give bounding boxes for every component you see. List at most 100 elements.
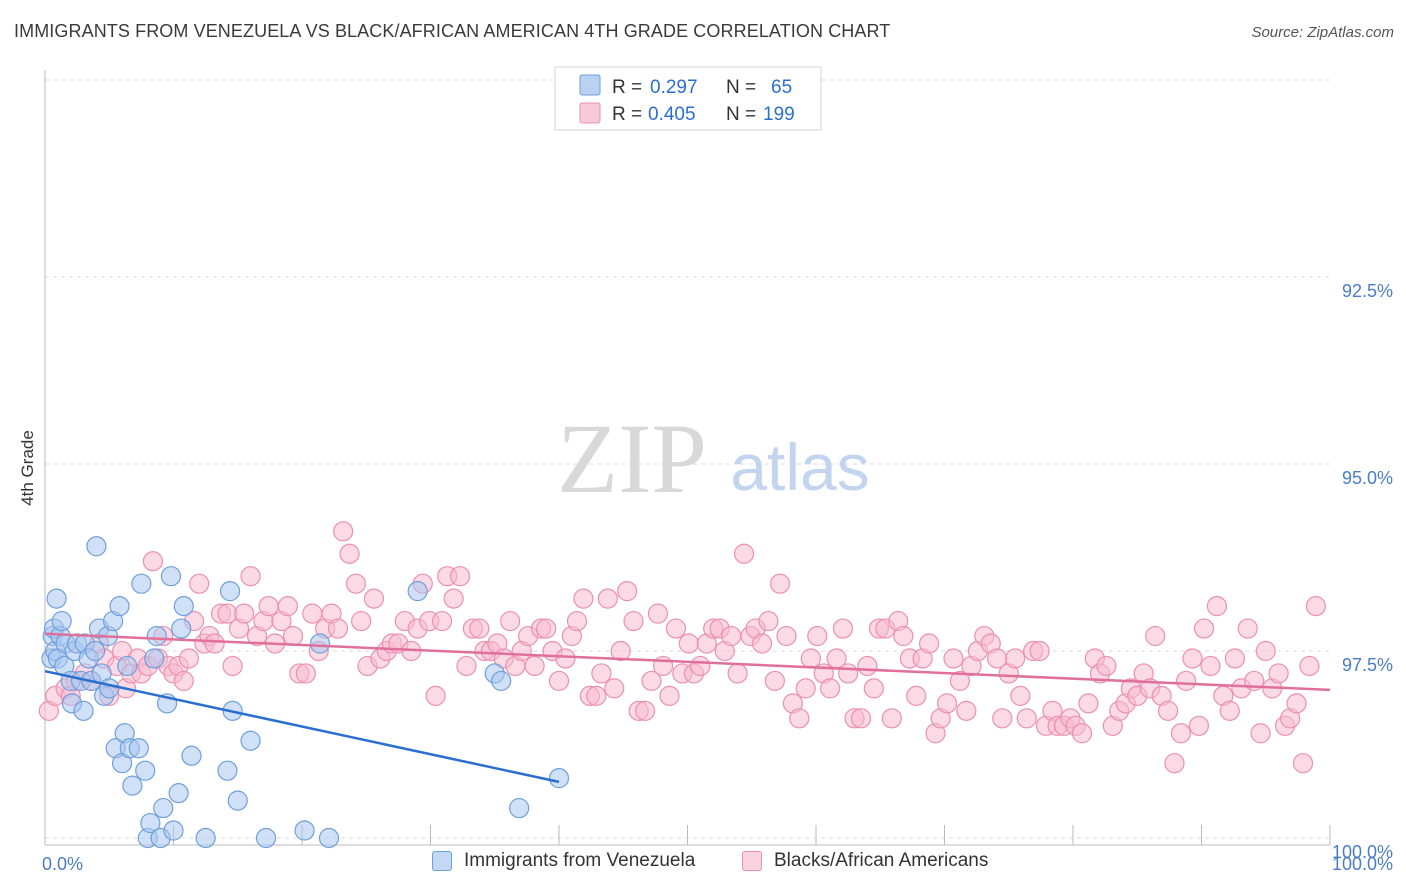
data-point-blue <box>219 581 241 602</box>
data-point-pink <box>363 588 385 609</box>
legend-swatch-venezuela <box>432 851 452 871</box>
data-point-blue <box>318 827 340 849</box>
data-point-pink <box>665 618 687 639</box>
data-point-pink <box>1071 723 1093 744</box>
data-point-pink <box>764 670 785 692</box>
data-point-pink <box>1016 708 1037 729</box>
data-point-pink <box>1005 648 1026 669</box>
data-point-blue <box>163 820 184 841</box>
legend-item-venezuela: Immigrants from Venezuela <box>432 850 695 872</box>
data-point-pink <box>456 655 477 677</box>
data-point-pink <box>659 685 680 706</box>
trend-line-pink <box>44 632 1331 692</box>
data-point-pink <box>893 625 914 647</box>
data-point-pink <box>173 670 194 692</box>
data-point-pink <box>449 566 471 587</box>
data-point-pink <box>258 596 279 617</box>
data-point-pink <box>302 603 323 624</box>
data-point-pink <box>807 625 828 647</box>
data-point-blue <box>146 625 167 647</box>
data-point-blue <box>73 700 94 721</box>
trend-layer <box>44 632 1331 784</box>
data-point-blue <box>255 827 277 849</box>
legend-n-label-1: N = <box>726 77 756 98</box>
data-point-blue <box>181 745 202 766</box>
data-point-pink <box>850 708 872 729</box>
legend-r-value-1: 0.297 <box>650 77 698 98</box>
legend-n-value-2: 199 <box>763 104 795 125</box>
data-point-pink <box>943 648 964 669</box>
data-point-pink <box>339 543 360 564</box>
data-point-blue <box>491 670 512 692</box>
legend-swatch-pink <box>579 102 601 124</box>
y-tick-label: 100.0% <box>1332 842 1393 862</box>
data-point-pink <box>586 685 607 706</box>
points-layer <box>38 521 1326 849</box>
data-point-blue <box>160 566 182 587</box>
data-point-blue <box>195 827 216 849</box>
data-point-pink <box>789 708 810 729</box>
data-point-pink <box>1182 648 1203 669</box>
y-tick-label: 95.0% <box>1342 468 1393 488</box>
data-point-pink <box>333 521 354 542</box>
data-point-pink <box>992 708 1013 729</box>
data-point-blue <box>46 588 67 609</box>
legend-r-label-2: R = <box>612 104 642 125</box>
data-point-blue <box>51 610 72 632</box>
data-point-pink <box>690 655 711 677</box>
x-tick-labels: 0.0% 100.0% <box>42 854 1393 874</box>
data-point-pink <box>1175 670 1197 692</box>
data-point-pink <box>604 678 625 699</box>
data-point-blue <box>240 730 261 751</box>
trend-line-blue <box>44 669 560 784</box>
legend-label-venezuela: Immigrants from Venezuela <box>464 850 696 871</box>
data-point-pink <box>758 610 779 632</box>
data-point-pink <box>1237 618 1258 639</box>
legend-swatch-black-african-american <box>742 851 762 871</box>
data-point-pink <box>721 625 742 647</box>
data-point-pink <box>1010 685 1031 706</box>
data-point-pink <box>1268 663 1289 684</box>
data-point-blue <box>85 640 106 662</box>
data-point-blue <box>171 618 192 639</box>
y-tick-label: 92.5% <box>1342 281 1393 301</box>
legend-box: R = 0.297 N = 65 R = 0.405 N = 199 <box>554 66 822 131</box>
data-point-blue <box>140 812 161 834</box>
data-point-pink <box>1206 596 1228 617</box>
data-point-blue <box>309 633 331 654</box>
data-point-pink <box>469 618 490 639</box>
data-point-pink <box>800 648 821 669</box>
data-point-pink <box>936 693 958 714</box>
data-point-pink <box>597 588 618 609</box>
data-point-pink <box>727 663 748 684</box>
data-point-pink <box>1299 655 1320 677</box>
data-point-pink <box>295 663 316 684</box>
data-point-pink <box>832 618 854 639</box>
data-point-pink <box>1170 723 1192 744</box>
data-point-pink <box>733 543 755 564</box>
data-point-pink <box>795 678 816 699</box>
data-point-pink <box>1193 618 1215 639</box>
data-point-pink <box>610 640 631 662</box>
data-point-pink <box>820 678 841 699</box>
data-point-pink <box>282 625 304 647</box>
data-point-pink <box>1219 700 1240 721</box>
data-point-pink <box>222 655 243 677</box>
data-point-pink <box>647 603 669 624</box>
data-point-blue <box>109 596 130 617</box>
data-point-pink <box>1305 596 1326 617</box>
data-point-blue <box>227 790 248 811</box>
watermark-zip: ZIP <box>557 403 707 514</box>
data-point-pink <box>863 678 884 699</box>
data-point-pink <box>1292 753 1314 774</box>
data-point-pink <box>623 610 644 632</box>
data-point-blue <box>173 596 194 617</box>
data-point-pink <box>1250 723 1271 744</box>
legend-r-label-1: R = <box>612 77 642 98</box>
data-point-blue <box>407 581 428 602</box>
data-point-pink <box>918 633 940 654</box>
data-point-pink <box>234 603 255 624</box>
legend-swatch-blue <box>579 74 601 96</box>
data-point-blue <box>217 760 238 781</box>
